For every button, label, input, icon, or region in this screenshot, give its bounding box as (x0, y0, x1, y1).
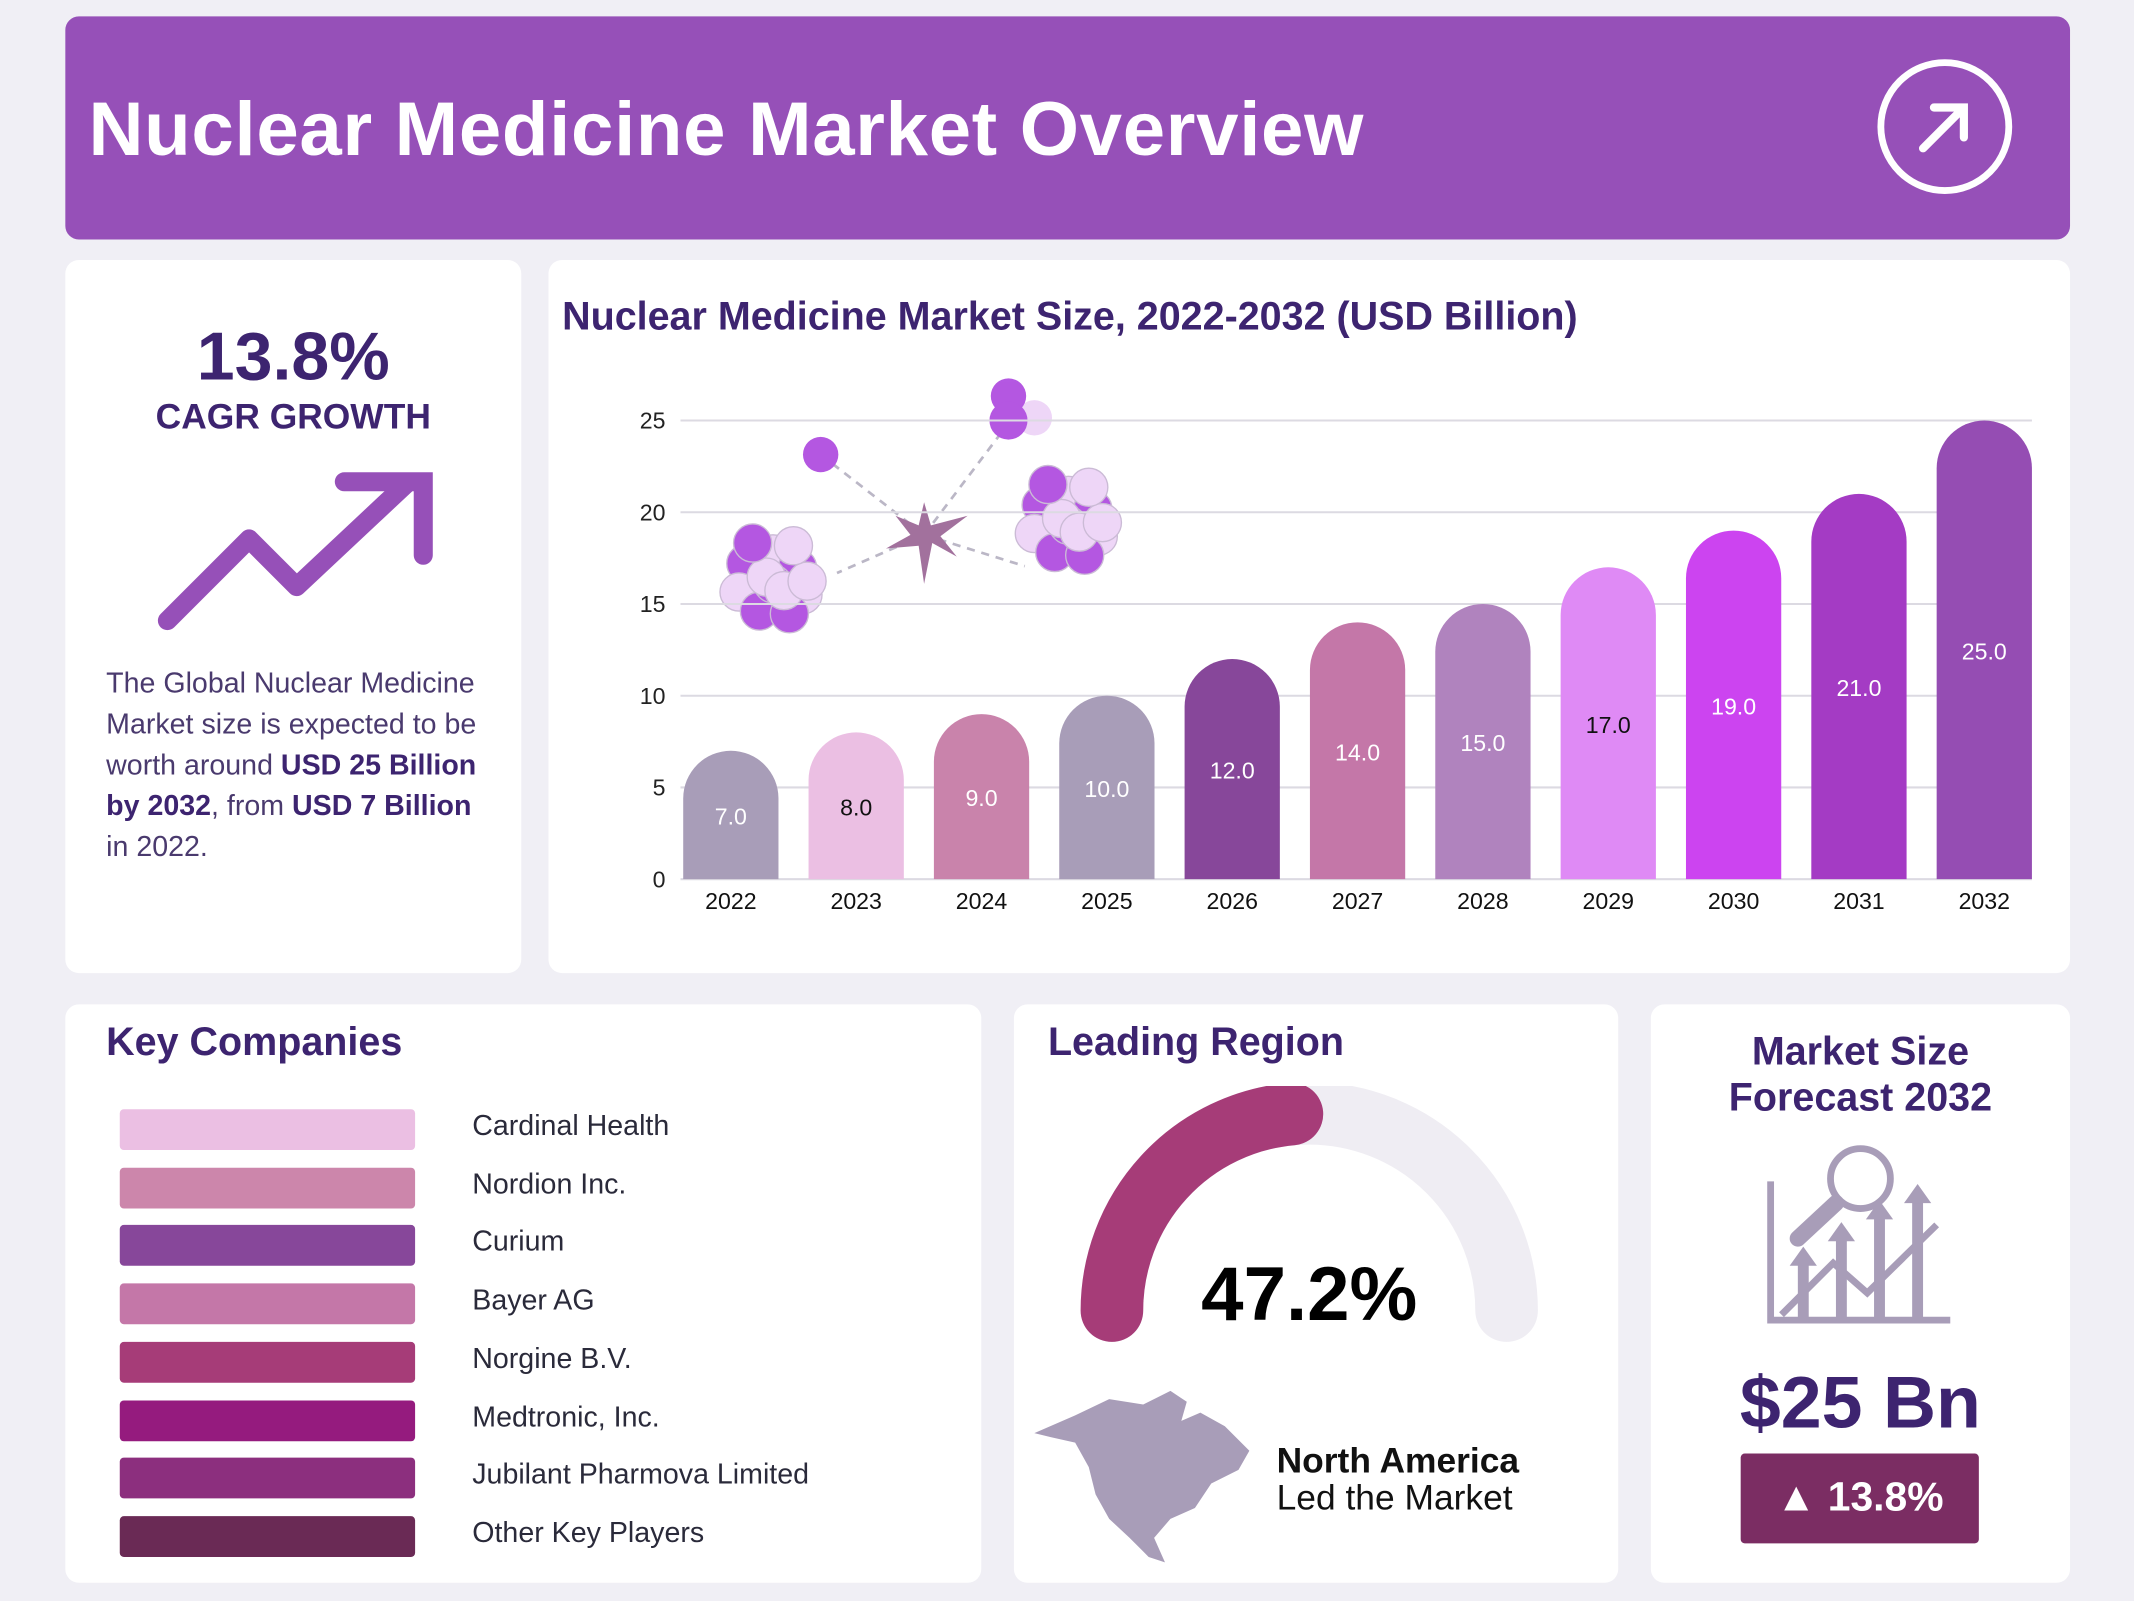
bar (1059, 695, 1155, 880)
x-tick-label: 2029 (1583, 888, 1634, 914)
bar (1936, 420, 2032, 880)
y-tick-label: 20 (640, 499, 666, 525)
company-color-swatch (119, 1225, 416, 1267)
bar-value-label: 21.0 (1836, 675, 1881, 701)
bar (1811, 493, 1907, 880)
bar (683, 750, 779, 880)
bar (1435, 603, 1531, 880)
atom-particle (787, 561, 827, 601)
x-tick-label: 2022 (705, 888, 756, 914)
cagr-card: 13.8% CAGR GROWTH The Global Nuclear Med… (65, 259, 522, 974)
company-name: Other Key Players (472, 1517, 705, 1549)
x-tick-label: 2031 (1833, 888, 1884, 914)
company-color-swatch (119, 1399, 416, 1441)
x-tick-label: 2028 (1457, 888, 1508, 914)
trend-up-arrow-icon (157, 472, 433, 631)
page-title: Nuclear Medicine Market Overview (88, 85, 1365, 172)
y-tick-label: 25 (640, 408, 666, 434)
chart-magnifier-icon (1767, 1145, 1951, 1324)
companies-title: Key Companies (106, 1020, 403, 1065)
bar (1560, 567, 1656, 880)
company-color-swatch (119, 1109, 416, 1151)
company-name: Cardinal Health (472, 1110, 670, 1142)
company-color-swatch (119, 1283, 416, 1325)
y-tick-label: 5 (653, 775, 666, 801)
bar-chart: 05101520257.020228.020239.0202410.020251… (640, 378, 2032, 914)
bar-value-label: 15.0 (1460, 730, 1505, 756)
bar (1309, 622, 1406, 880)
region-subtext: Led the Market (1276, 1476, 1513, 1518)
bar-value-label: 17.0 (1586, 712, 1631, 738)
forecast-card: Market Size Forecast 2032 $25 Bn ▲ 13.8% (1650, 1004, 2071, 1583)
cagr-value: 13.8% (196, 318, 390, 395)
forecast-title: Market Size Forecast 2032 (1728, 1030, 1993, 1121)
growth-badge: ▲ 13.8% (1740, 1453, 1979, 1544)
chart-card: Nuclear Medicine Market Size, 2022-2032 … (548, 259, 2071, 974)
company-name: Bayer AG (472, 1284, 595, 1317)
north-america-map-icon (1034, 1390, 1250, 1563)
company-name: Curium (472, 1226, 565, 1259)
bar (1685, 530, 1782, 880)
bar (1184, 659, 1280, 880)
cagr-label: CAGR GROWTH (155, 396, 431, 437)
bar (933, 714, 1030, 880)
atom-particle (773, 526, 814, 566)
x-tick-label: 2025 (1081, 888, 1132, 914)
bar-value-label: 19.0 (1711, 693, 1756, 719)
cagr-description: The Global Nuclear Medicine Market size … (106, 668, 477, 863)
key-companies-card: Key Companies Cardinal Health Nordion Inc… (65, 1004, 982, 1583)
x-tick-label: 2032 (1959, 888, 2010, 914)
growth-value: 13.8% (1827, 1475, 1944, 1521)
bar-value-label: 14.0 (1335, 739, 1380, 765)
atom-particle (1069, 467, 1109, 507)
company-name: Medtronic, Inc. (472, 1401, 660, 1433)
company-color-swatch (119, 1457, 416, 1499)
atom-illustration (719, 378, 1123, 634)
x-tick-label: 2024 (956, 888, 1008, 914)
bar-value-label: 7.0 (715, 804, 747, 830)
atom-particle (1082, 502, 1123, 543)
atom-particle (732, 523, 773, 563)
y-tick-label: 15 (640, 591, 666, 617)
company-name: Jubilant Pharmova Limited (472, 1459, 810, 1491)
y-tick-label: 10 (640, 683, 666, 709)
chart-title: Nuclear Medicine Market Size, 2022-2032 … (562, 295, 1578, 339)
bar-value-label: 10.0 (1084, 776, 1129, 802)
forecast-value: $25 Bn (1739, 1362, 1981, 1444)
region-share-gauge (1080, 1086, 1538, 1342)
arrow-up-right-circle-icon[interactable] (1877, 59, 2013, 195)
region-share-value: 47.2% (1201, 1250, 1418, 1337)
y-tick-label: 0 (653, 866, 666, 892)
x-tick-label: 2023 (830, 888, 881, 914)
bar-value-label: 25.0 (1962, 638, 2007, 664)
x-tick-label: 2027 (1332, 888, 1383, 914)
company-name: Norgine B.V. (472, 1343, 632, 1375)
triangle-up-icon: ▲ (1775, 1475, 1817, 1521)
region-title: Leading Region (1047, 1020, 1344, 1065)
bar (808, 732, 904, 880)
region-name: North America (1276, 1439, 1520, 1481)
bar-value-label: 9.0 (965, 785, 997, 811)
company-name: Nordion Inc. (472, 1168, 627, 1200)
company-color-swatch (119, 1341, 416, 1383)
leading-region-card: Leading Region 47.2% North America Led t… (1013, 1004, 1619, 1583)
atom-particle (1028, 464, 1068, 505)
x-tick-label: 2026 (1206, 888, 1257, 914)
bar-value-label: 8.0 (840, 794, 872, 820)
bar-value-label: 12.0 (1210, 758, 1255, 784)
company-color-swatch (119, 1167, 416, 1209)
x-tick-label: 2030 (1708, 888, 1759, 914)
header-banner: Nuclear Medicine Market Overview (65, 16, 2071, 240)
company-color-swatch (119, 1515, 416, 1557)
